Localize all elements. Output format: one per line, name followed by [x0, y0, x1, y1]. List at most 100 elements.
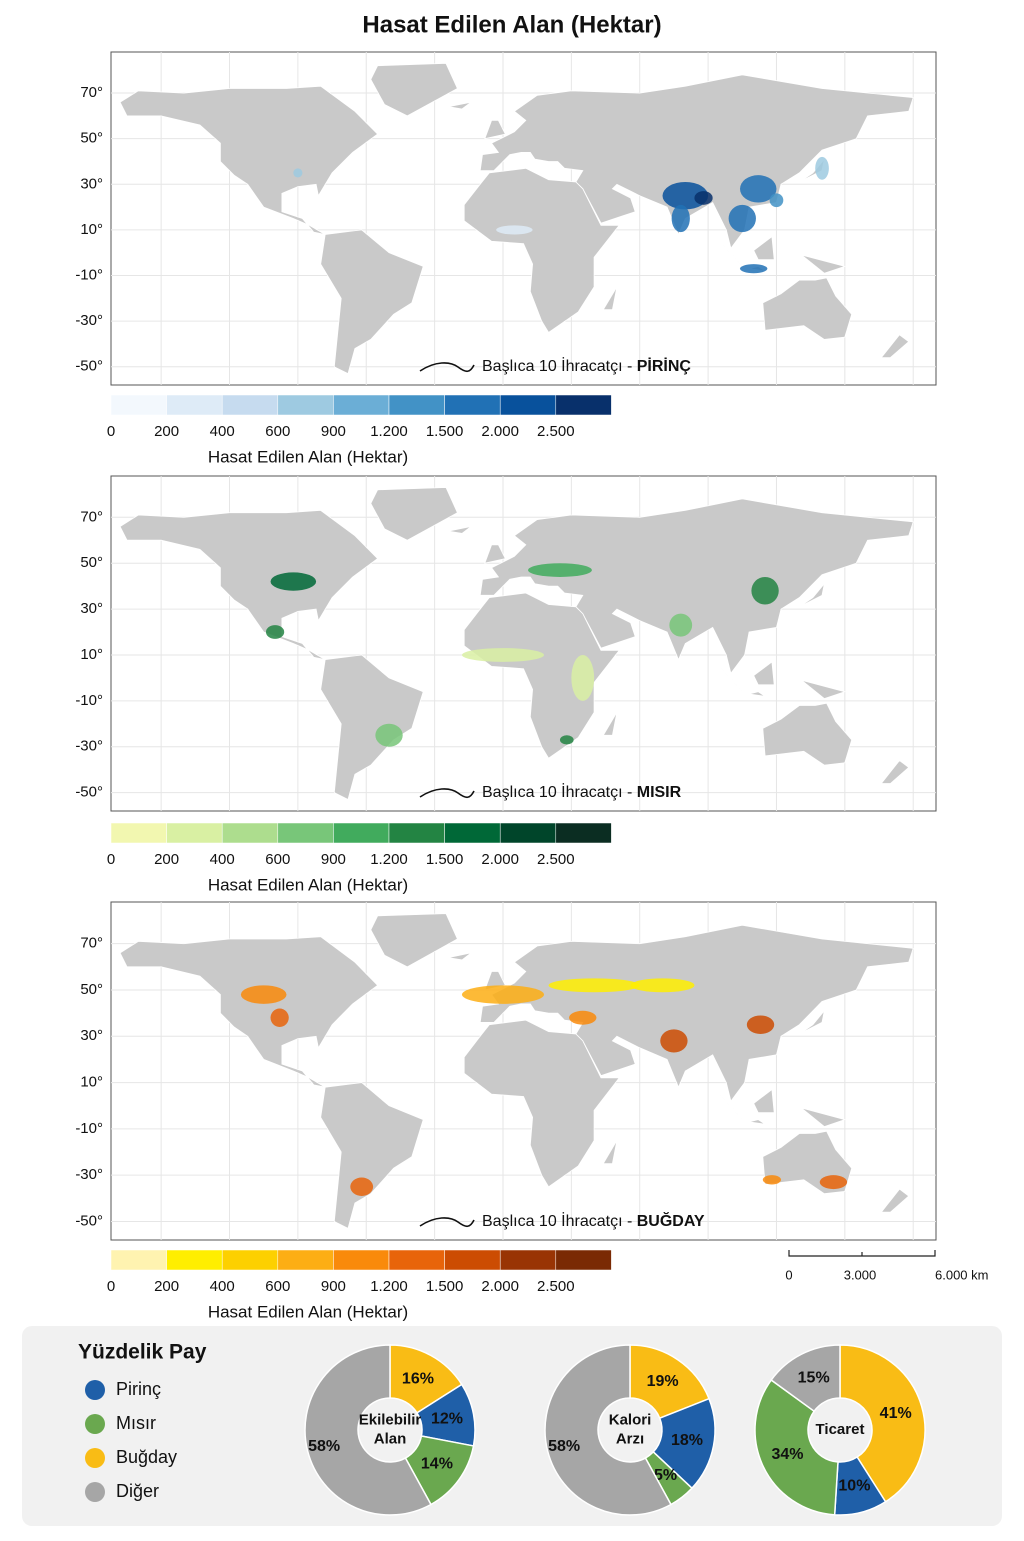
colorbar-cell	[110, 1249, 167, 1271]
donut-value-label: 12%	[431, 1410, 463, 1427]
legend-label: Buğday	[116, 1447, 177, 1467]
land	[602, 1140, 618, 1164]
colorbar-cell	[166, 1249, 223, 1271]
lat-tick-label: -30°	[75, 312, 103, 329]
land	[463, 592, 621, 759]
heat-area	[270, 572, 317, 591]
lat-tick-label: 50°	[80, 981, 103, 998]
donut-value-label: 16%	[402, 1370, 434, 1387]
land	[762, 277, 853, 340]
land	[749, 1119, 766, 1125]
colorbar-tick-label: 2.500	[537, 423, 575, 440]
land	[799, 1010, 825, 1035]
colorbar-tick-label: 400	[210, 1278, 235, 1295]
lat-tick-label: 30°	[80, 1027, 103, 1044]
map-caption: Başlıca 10 İhracatçı - PİRİNÇ	[482, 356, 691, 375]
colorbar-cell	[499, 1249, 557, 1271]
donut-center-label: Ekilebilir	[359, 1411, 422, 1428]
exporter-line-symbol	[419, 362, 475, 373]
heat-area	[548, 978, 640, 993]
scale-label: 6.000 km	[935, 1267, 988, 1282]
land	[320, 654, 424, 801]
donut-value-label: 19%	[647, 1373, 679, 1390]
land	[801, 679, 847, 700]
donut-value-label: 5%	[654, 1467, 677, 1484]
donut-value-label: 14%	[421, 1455, 453, 1472]
summary-panel	[22, 1326, 1002, 1526]
colorbar-tick-label: 0	[107, 851, 115, 868]
colorbar-tick-label: 600	[265, 423, 290, 440]
lat-tick-label: 50°	[80, 130, 103, 147]
colorbar-tick-label: 900	[321, 423, 346, 440]
map-caption: Başlıca 10 İhracatçı - BUĞDAY	[482, 1211, 705, 1230]
heat-area	[569, 1010, 597, 1025]
donut-slice	[754, 1378, 839, 1516]
donut-value-label: 10%	[838, 1477, 870, 1494]
heat-area	[769, 193, 784, 208]
legend-swatch	[85, 1448, 105, 1468]
colorbar-tick-label: 2.500	[537, 851, 575, 868]
caption-text: Başlıca 10 İhracatçı -	[482, 782, 637, 801]
heat-area	[461, 985, 545, 1004]
colorbar-cell	[277, 822, 334, 844]
colorbar-cell	[388, 1249, 445, 1271]
scale-bar	[788, 1250, 936, 1257]
lat-tick-label: 10°	[80, 1074, 103, 1091]
colorbar-tick-label: 400	[210, 851, 235, 868]
land	[749, 691, 766, 697]
lat-tick-label: -10°	[75, 1120, 103, 1137]
donut-value-label: 18%	[671, 1432, 703, 1449]
colorbar-cell	[166, 822, 223, 844]
land	[719, 1093, 743, 1120]
colorbar-tick-label: 200	[154, 423, 179, 440]
scale-label: 3.000	[844, 1267, 877, 1282]
colorbar-cell	[221, 1249, 279, 1271]
map	[110, 475, 937, 812]
colorbar-tick-label: 0	[107, 423, 115, 440]
donut-value-label: 58%	[548, 1438, 580, 1455]
colorbar-cell	[444, 822, 501, 844]
land	[880, 1188, 910, 1213]
land	[753, 235, 775, 260]
heat-area	[740, 264, 768, 274]
legend-swatch	[85, 1482, 105, 1502]
legend-title: Yüzdelik Pay	[78, 1341, 207, 1364]
caption-crop: PİRİNÇ	[637, 357, 692, 375]
donut-center-label: Arzı	[616, 1430, 644, 1447]
land	[753, 661, 775, 686]
lat-tick-label: -10°	[75, 692, 103, 709]
land	[448, 101, 472, 110]
caption-text: Başlıca 10 İhracatçı -	[482, 356, 637, 375]
heat-area	[559, 735, 574, 745]
land	[479, 74, 914, 250]
legend-label: Diğer	[116, 1481, 159, 1501]
colorbar-cell	[444, 1249, 501, 1271]
colorbar-cell	[555, 1249, 612, 1271]
heat-area	[528, 563, 592, 577]
heat-area	[350, 1177, 374, 1197]
heat-area	[815, 156, 829, 180]
heat-area	[662, 182, 709, 210]
heat-area	[240, 985, 287, 1004]
colorbar-cell	[333, 822, 390, 844]
lat-tick-label: 70°	[80, 84, 103, 101]
heat-area	[669, 613, 693, 637]
land	[479, 498, 914, 675]
heat-area	[461, 648, 545, 662]
land	[719, 241, 743, 267]
colorbar-label: Hasat Edilen Alan (Hektar)	[208, 1302, 408, 1321]
lat-tick-label: -50°	[75, 784, 103, 801]
page-title: Hasat Edilen Alan (Hektar)	[362, 11, 661, 38]
colorbar-cell	[277, 394, 334, 416]
heat-area	[571, 654, 595, 701]
land	[484, 120, 506, 140]
lat-tick-label: -50°	[75, 1212, 103, 1229]
colorbar-tick-label: 1.200	[370, 1278, 408, 1295]
colorbar-cell	[333, 1249, 390, 1271]
land	[801, 1107, 847, 1128]
land	[463, 1019, 621, 1188]
colorbar-tick-label: 2.000	[481, 423, 519, 440]
land	[119, 85, 379, 235]
colorbar-tick-label: 200	[154, 851, 179, 868]
